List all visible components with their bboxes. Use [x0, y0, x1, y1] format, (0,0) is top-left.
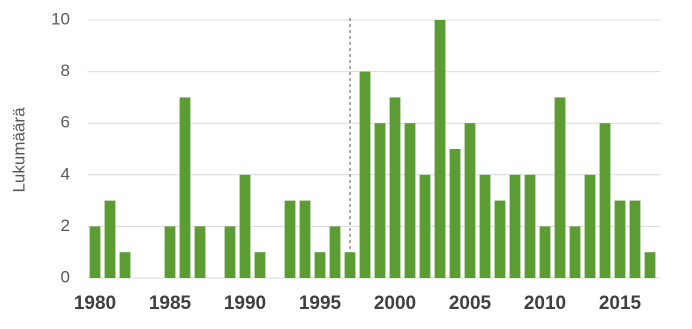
bar: [434, 20, 446, 278]
bar: [374, 123, 386, 278]
y-tick-label: 4: [61, 164, 70, 183]
bar: [464, 123, 476, 278]
bar: [389, 97, 401, 279]
bar: [254, 252, 266, 278]
bar: [644, 252, 656, 278]
bar: [614, 200, 626, 278]
bar: [314, 252, 326, 278]
x-tick-label: 1985: [149, 293, 192, 314]
bar: [284, 200, 296, 278]
y-tick-label: 2: [61, 216, 70, 235]
bar: [239, 174, 251, 278]
bar: [479, 174, 491, 278]
bar: [599, 123, 611, 278]
bar: [554, 97, 566, 279]
bar: [629, 200, 641, 278]
bar: [119, 252, 131, 278]
bar: [359, 71, 371, 278]
bar: [329, 226, 341, 278]
y-axis-label: Lukumäärä: [9, 107, 28, 193]
bar: [584, 174, 596, 278]
bar: [194, 226, 206, 278]
bar: [89, 226, 101, 278]
y-tick-label: 8: [61, 61, 70, 80]
bar: [449, 149, 461, 278]
x-tick-label: 1980: [74, 293, 116, 314]
x-tick-label: 1990: [224, 293, 266, 314]
x-tick-label: 2015: [599, 293, 642, 314]
x-tick-label: 2005: [449, 293, 492, 314]
bar: [509, 174, 521, 278]
y-tick-label: 0: [61, 267, 70, 286]
y-tick-label: 6: [61, 113, 70, 132]
bar: [569, 226, 581, 278]
x-tick-label: 1995: [299, 293, 342, 314]
x-tick-label: 2000: [374, 293, 416, 314]
bar: [344, 252, 356, 278]
bar: [524, 174, 536, 278]
bar: [104, 200, 116, 278]
x-tick-label: 2010: [524, 293, 566, 314]
bar: [224, 226, 236, 278]
y-tick-label: 10: [51, 9, 70, 28]
bar: [419, 174, 431, 278]
bar: [404, 123, 416, 278]
bar: [539, 226, 551, 278]
bar: [164, 226, 176, 278]
bar: [299, 200, 311, 278]
bar: [179, 97, 191, 279]
bar: [494, 200, 506, 278]
